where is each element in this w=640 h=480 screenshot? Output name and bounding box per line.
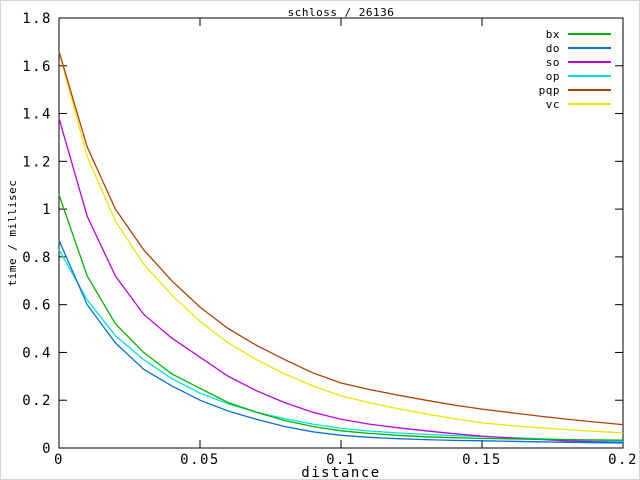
- y-tick-label-5: 1: [42, 202, 52, 218]
- y-axis-label: time / millisec: [6, 180, 19, 287]
- series-line-bx: [58, 194, 624, 441]
- y-tick-label-1: 0.2: [22, 393, 52, 409]
- y-tick-label-4: 0.8: [22, 250, 52, 266]
- y-tick-label-8: 1.6: [22, 59, 52, 75]
- legend-label-do: do: [546, 42, 560, 55]
- legend-label-op: op: [546, 70, 560, 83]
- series-line-pqp: [58, 51, 624, 426]
- series-line-so: [58, 118, 624, 444]
- x-axis-label: distance: [301, 465, 380, 480]
- chart-title: schloss / 26136: [288, 6, 395, 19]
- y-tick-label-2: 0.4: [22, 345, 52, 361]
- y-tick-label-0: 0: [42, 441, 52, 457]
- y-tick-label-3: 0.6: [22, 298, 52, 314]
- legend-label-bx: bx: [546, 28, 560, 41]
- x-tick-label-2: 0.1: [326, 452, 356, 468]
- axis-tick-labels: 0 0.05 0.1 0.15 0.2 0 0.2 0.4 0.6 0.8 1 1.2 1.4 1.6 1.…: [22, 11, 638, 468]
- legend-label-so: so: [546, 56, 560, 69]
- y-tick-label-9: 1.8: [22, 11, 52, 27]
- series-line-do: [58, 239, 624, 444]
- legend-label-pqp: pqp: [539, 84, 560, 97]
- x-tick-label-0: 0: [54, 452, 64, 468]
- x-tick-label-4: 0.2: [608, 452, 638, 468]
- y-tick-label-6: 1.2: [22, 154, 52, 170]
- legend-label-vc: vc: [546, 98, 560, 111]
- y-tick-label-7: 1.4: [22, 107, 52, 123]
- x-tick-label-1: 0.05: [180, 452, 220, 468]
- axis-ticks: [58, 17, 624, 449]
- series-line-vc: [58, 51, 624, 434]
- x-tick-label-3: 0.15: [462, 452, 502, 468]
- data-series: [58, 51, 624, 444]
- series-line-op: [58, 249, 624, 442]
